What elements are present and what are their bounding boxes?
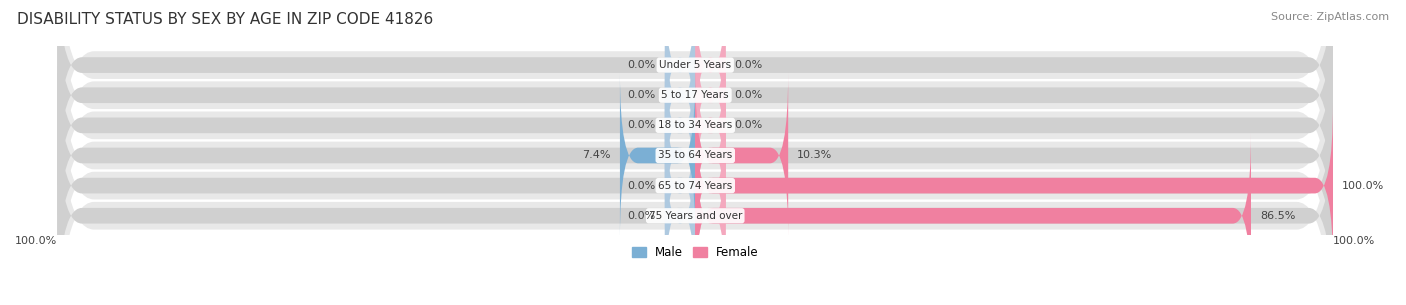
FancyBboxPatch shape [695,73,789,238]
FancyBboxPatch shape [695,13,725,178]
FancyBboxPatch shape [58,0,1333,208]
Legend: Male, Female: Male, Female [627,241,763,264]
FancyBboxPatch shape [58,0,1333,262]
FancyBboxPatch shape [695,133,1251,298]
FancyBboxPatch shape [58,0,1333,305]
Text: 0.0%: 0.0% [735,120,763,130]
FancyBboxPatch shape [695,133,725,298]
FancyBboxPatch shape [665,103,695,268]
Text: DISABILITY STATUS BY SEX BY AGE IN ZIP CODE 41826: DISABILITY STATUS BY SEX BY AGE IN ZIP C… [17,12,433,27]
Text: 10.3%: 10.3% [797,150,832,160]
Text: 0.0%: 0.0% [627,90,655,100]
FancyBboxPatch shape [695,0,725,148]
FancyBboxPatch shape [58,13,1333,238]
Text: 75 Years and over: 75 Years and over [648,211,742,221]
Text: 0.0%: 0.0% [627,211,655,221]
Text: 0.0%: 0.0% [627,120,655,130]
Text: 0.0%: 0.0% [735,90,763,100]
Text: 0.0%: 0.0% [627,181,655,191]
FancyBboxPatch shape [58,0,1333,232]
Text: 65 to 74 Years: 65 to 74 Years [658,181,733,191]
FancyBboxPatch shape [58,0,1333,178]
Text: 7.4%: 7.4% [582,150,610,160]
FancyBboxPatch shape [665,133,695,298]
FancyBboxPatch shape [695,103,1333,268]
FancyBboxPatch shape [695,73,725,238]
FancyBboxPatch shape [58,103,1333,305]
Text: 0.0%: 0.0% [627,60,655,70]
Text: 100.0%: 100.0% [1343,181,1385,191]
Text: 18 to 34 Years: 18 to 34 Years [658,120,733,130]
Text: 0.0%: 0.0% [735,60,763,70]
FancyBboxPatch shape [695,43,725,208]
FancyBboxPatch shape [665,73,695,238]
FancyBboxPatch shape [620,73,695,238]
Text: 35 to 64 Years: 35 to 64 Years [658,150,733,160]
Text: 100.0%: 100.0% [15,236,58,246]
FancyBboxPatch shape [665,43,695,208]
FancyBboxPatch shape [58,43,1333,268]
FancyBboxPatch shape [58,49,1333,305]
FancyBboxPatch shape [58,0,1333,292]
Text: Source: ZipAtlas.com: Source: ZipAtlas.com [1271,12,1389,22]
FancyBboxPatch shape [665,13,695,178]
FancyBboxPatch shape [695,103,725,268]
Text: 5 to 17 Years: 5 to 17 Years [661,90,730,100]
Text: 86.5%: 86.5% [1260,211,1295,221]
Text: Under 5 Years: Under 5 Years [659,60,731,70]
FancyBboxPatch shape [58,19,1333,305]
Text: 100.0%: 100.0% [1333,236,1375,246]
FancyBboxPatch shape [58,73,1333,298]
FancyBboxPatch shape [665,0,695,148]
